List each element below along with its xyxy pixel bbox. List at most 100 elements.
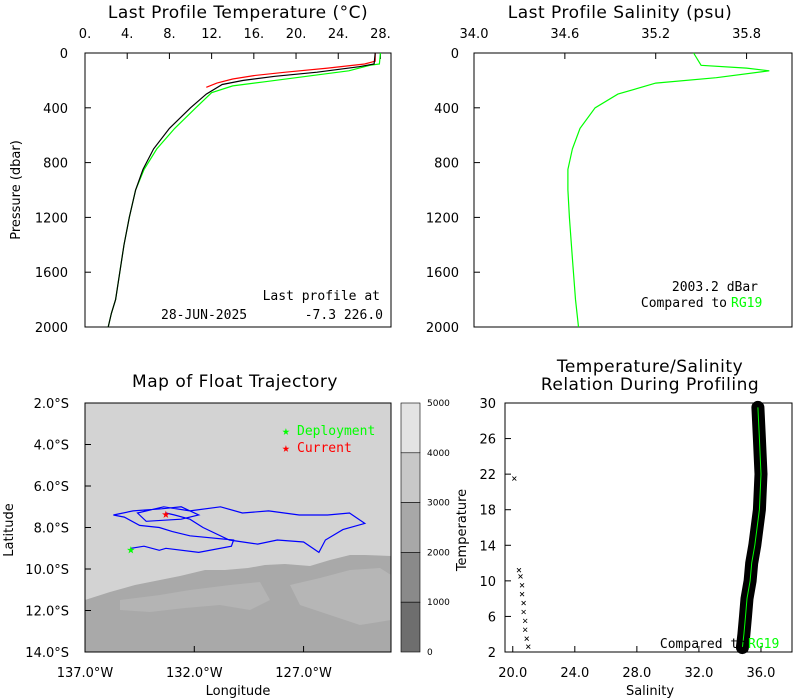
current-legend-marker: ★ bbox=[282, 441, 290, 456]
colorbar-tick-label: 1000 bbox=[427, 598, 450, 608]
temperature-x-tick-label: 8. bbox=[163, 27, 175, 42]
ts-outlier-point bbox=[518, 574, 523, 579]
depth-colorbar: 5000 4000 3000 2000 1000 0 bbox=[400, 399, 450, 658]
temperature-y-tick-label: 0 bbox=[60, 47, 68, 62]
temperature-y-ticks: 0 400 800 1200 1600 2000 bbox=[35, 47, 91, 336]
map-x-tick-label: 127.0°W bbox=[275, 666, 332, 681]
ts-plot-frame bbox=[504, 402, 793, 653]
map-y-tick-label: 10.0°S bbox=[25, 563, 69, 578]
temperature-chart-title: Last Profile Temperature (°C) bbox=[108, 3, 368, 23]
salinity-x-tick-label: 35.8 bbox=[732, 27, 761, 42]
temperature-x-ticks: 0. 4. 8. 12. 16. 20. 24. 28. bbox=[79, 27, 391, 59]
map-y-tick-label: 6.0°S bbox=[34, 480, 69, 495]
temperature-y-tick-label: 400 bbox=[43, 102, 68, 117]
ts-x-ticks: 20.0 24.0 28.0 32.0 36.0 bbox=[498, 646, 775, 681]
last-profile-label: Last profile at bbox=[263, 289, 380, 304]
temperature-axis-label: Temperature bbox=[455, 489, 470, 572]
ts-x-tick-label: 20.0 bbox=[498, 666, 527, 681]
longitude-axis-label: Longitude bbox=[206, 684, 271, 699]
deployment-marker: ★ bbox=[127, 541, 136, 557]
ts-x-tick-label: 36.0 bbox=[746, 666, 775, 681]
colorbar-segment bbox=[400, 601, 421, 653]
salinity-y-tick-label: 800 bbox=[434, 157, 459, 172]
last-profile-date: 28-JUN-2025 bbox=[161, 308, 247, 323]
ts-title-line1: Temperature/Salinity bbox=[556, 357, 743, 377]
temperature-series-line bbox=[206, 53, 376, 88]
salinity-y-tick-label: 400 bbox=[434, 102, 459, 117]
salinity-x-tick-label: 34.6 bbox=[550, 27, 579, 42]
map-mid-depth-patch bbox=[120, 582, 270, 612]
current-legend-label: Current bbox=[297, 441, 352, 456]
ts-reference-line bbox=[741, 407, 762, 648]
salinity-x-ticks: 34.0 34.6 35.2 35.8 bbox=[460, 27, 761, 59]
salinity-profile-panel: Last Profile Salinity (psu) 34.0 34.6 35.2… bbox=[426, 3, 793, 336]
map-x-ticks: 137.0°W 132.0°W 127.0°W bbox=[57, 646, 332, 681]
ts-outlier-point bbox=[519, 591, 525, 597]
temperature-series-line bbox=[107, 52, 381, 328]
colorbar-segment bbox=[400, 552, 421, 603]
compared-to-label: Compared to bbox=[641, 296, 727, 311]
salinity-series-line bbox=[567, 52, 770, 328]
map-y-tick-label: 4.0°S bbox=[34, 439, 69, 454]
salinity-axis-label: Salinity bbox=[626, 684, 674, 699]
last-profile-position: -7.3 226.0 bbox=[305, 308, 383, 323]
ts-x-tick-label: 32.0 bbox=[684, 666, 713, 681]
ts-y-tick-label: 26 bbox=[479, 433, 496, 448]
colorbar-tick-label: 0 bbox=[427, 648, 433, 658]
ts-y-tick-label: 2 bbox=[488, 646, 496, 661]
ts-y-tick-label: 22 bbox=[479, 468, 496, 483]
colorbar-segment bbox=[400, 502, 421, 553]
latitude-axis-label: Latitude bbox=[2, 503, 17, 557]
trajectory-line bbox=[113, 506, 367, 554]
map-x-tick-label: 132.0°W bbox=[166, 666, 223, 681]
map-x-tick-label: 137.0°W bbox=[57, 666, 114, 681]
temperature-plot-frame bbox=[84, 52, 392, 328]
temperature-x-tick-label: 0. bbox=[79, 27, 91, 42]
map-mid-depth-patch-east bbox=[290, 568, 391, 625]
map-y-ticks: 2.0°S 4.0°S 6.0°S 8.0°S 10.0°S 12.0°S 14.0°S bbox=[25, 397, 91, 661]
salinity-y-tick-label: 2000 bbox=[426, 321, 459, 336]
ts-outlier-point bbox=[521, 609, 526, 615]
temperature-series-line bbox=[107, 52, 376, 328]
ts-x-tick-label: 24.0 bbox=[560, 666, 589, 681]
salinity-series bbox=[567, 52, 770, 328]
colorbar-tick-label: 5000 bbox=[427, 399, 450, 409]
colorbar-segment bbox=[400, 452, 421, 503]
deployment-legend-marker: ★ bbox=[282, 424, 290, 439]
temperature-x-tick-label: 16. bbox=[243, 27, 264, 42]
map-y-tick-label: 8.0°S bbox=[34, 522, 69, 537]
ts-y-tick-label: 30 bbox=[479, 397, 496, 412]
ts-compared-to-label: Compared to bbox=[660, 637, 746, 652]
temperature-x-tick-label: 4. bbox=[121, 27, 133, 42]
ts-points bbox=[512, 400, 768, 655]
float-trajectory: ★★ bbox=[113, 506, 367, 557]
map-y-tick-label: 2.0°S bbox=[34, 397, 69, 412]
ts-outlier-point bbox=[519, 583, 525, 588]
ts-title-line2: Relation During Profiling bbox=[541, 375, 759, 395]
ts-outlier-point bbox=[521, 600, 526, 606]
temperature-x-tick-label: 28. bbox=[370, 27, 391, 42]
map-y-tick-label: 14.0°S bbox=[25, 646, 69, 661]
salinity-chart-title: Last Profile Salinity (psu) bbox=[508, 3, 733, 23]
ts-x-tick-label: 28.0 bbox=[622, 666, 651, 681]
temperature-x-tick-label: 12. bbox=[201, 27, 222, 42]
salinity-x-tick-label: 34.0 bbox=[460, 27, 489, 42]
colorbar-tick-label: 2000 bbox=[427, 548, 450, 558]
trajectory-map-panel: Map of Float Trajectory Longitude Latitu… bbox=[2, 372, 450, 699]
salinity-y-ticks: 0 400 800 1200 1600 2000 bbox=[426, 47, 480, 336]
map-y-tick-label: 12.0°S bbox=[25, 605, 69, 620]
current-position-marker: ★ bbox=[162, 506, 171, 522]
temperature-y-tick-label: 1600 bbox=[35, 266, 68, 281]
ts-reference-name-label: RG19 bbox=[748, 637, 779, 652]
ts-y-tick-label: 18 bbox=[479, 504, 496, 519]
temperature-y-tick-label: 2000 bbox=[35, 321, 68, 336]
deployment-legend-label: Deployment bbox=[297, 424, 375, 439]
colorbar-tick-label: 4000 bbox=[427, 449, 450, 459]
colorbar-tick-label: 3000 bbox=[427, 499, 450, 509]
ts-outlier-point bbox=[516, 567, 522, 573]
temperature-x-tick-label: 24. bbox=[328, 27, 349, 42]
temperature-y-tick-label: 800 bbox=[43, 157, 68, 172]
salinity-y-tick-label: 1600 bbox=[426, 266, 459, 281]
